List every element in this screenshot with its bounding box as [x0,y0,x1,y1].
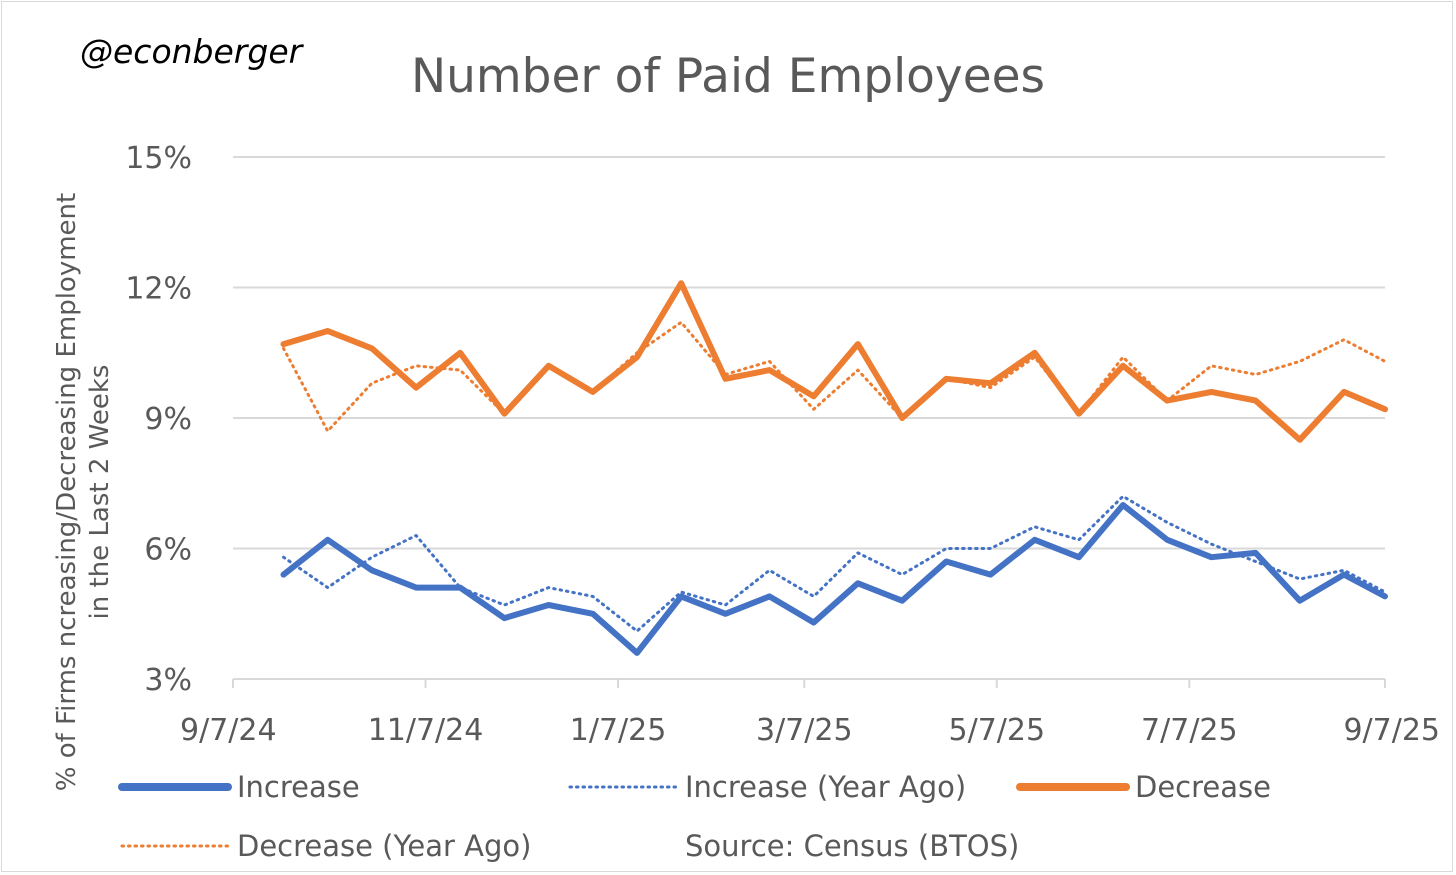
legend-label-increase-year-ago: Increase (Year Ago) [685,770,966,804]
series-line-decrease [280,280,1388,443]
y-tick-label-12: 12% [125,272,192,307]
gridlines [233,156,1385,550]
series-line-increase [280,502,1388,656]
y-tick-label-15: 15% [125,141,192,176]
y-axis-label-line2: in the Last 2 Weeks [85,365,115,620]
x-tick-label-5-7-25: 5/7/25 [949,713,1046,748]
author-handle: @econberger [80,32,305,71]
x-tick-label-7-7-25: 7/7/25 [1141,713,1238,748]
y-tick-label-6: 6% [144,533,192,568]
x-axis: 9/7/24 11/7/24 1/7/25 3/7/25 5/7/25 7/7/25 9/7… [180,678,1440,748]
chart-title: Number of Paid Employees [411,49,1045,104]
legend-label-decrease-year-ago: Decrease (Year Ago) [237,829,531,863]
x-tick-label-1-7-25: 1/7/25 [570,713,667,748]
series-lines [280,280,1388,656]
y-tick-label-9: 9% [144,402,192,437]
legend-label-increase: Increase [237,770,360,804]
x-tick-label-9-7-25: 9/7/25 [1343,713,1440,748]
series-line-decrease-year-ago [282,320,1387,433]
y-tick-labels: 3% 6% 9% 12% 15% [125,141,192,698]
x-tick-label-11-7-24: 11/7/24 [368,713,484,748]
series-line-increase-year-ago [282,494,1387,633]
y-axis-label-line1: % of Firms ncreasing/Decreasing Employme… [52,193,82,791]
legend: Increase Increase (Year Ago) Decrease De… [118,770,1271,863]
y-tick-label-3: 3% [144,663,192,698]
legend-label-decrease: Decrease [1135,770,1271,804]
source-note: Source: Census (BTOS) [685,829,1019,863]
y-axis-label: % of Firms ncreasing/Decreasing Employme… [52,193,115,791]
x-tick-label-3-7-25: 3/7/25 [756,713,853,748]
x-tick-label-9-7-24: 9/7/24 [180,713,277,748]
